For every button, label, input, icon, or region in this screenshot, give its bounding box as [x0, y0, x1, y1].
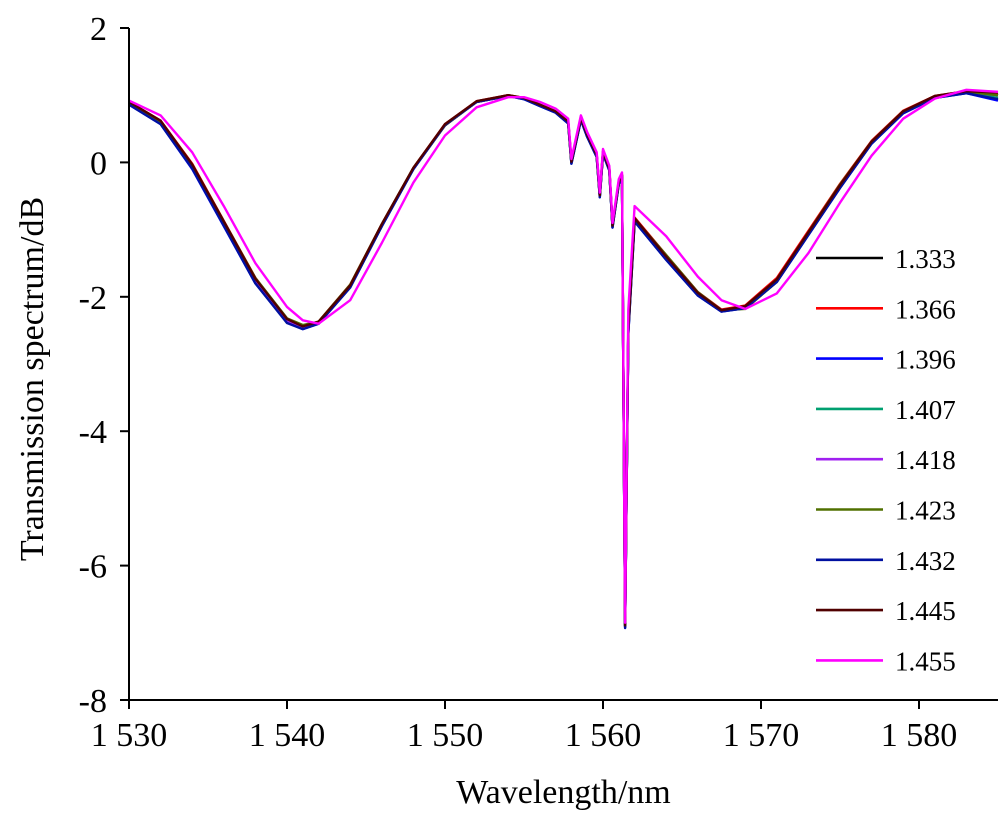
- legend-label-3: 1.396: [895, 345, 956, 375]
- series-lines: [128, 88, 999, 630]
- series-line-9: [128, 88, 999, 624]
- y-tick-label: -8: [79, 683, 107, 720]
- legend-label-7: 1.432: [895, 546, 956, 576]
- legend: 1.333 1.366 1.396 1.407 1.418 1.423 1.432 1.445…: [816, 244, 956, 676]
- legend-label-5: 1.418: [895, 445, 956, 475]
- y-tick-label: 2: [90, 11, 107, 48]
- legend-label-4: 1.407: [895, 395, 956, 425]
- legend-label-6: 1.423: [895, 496, 956, 526]
- tick-labels: 1 530 1 540 1 550 1 560 1 570 1 580 2 0 -2 -4 -6 -8: [79, 11, 958, 754]
- y-axis-title: Transmission spectrum/dB: [14, 197, 51, 561]
- legend-label-8: 1.445: [895, 596, 956, 626]
- x-tick-label: 1 580: [881, 717, 958, 754]
- y-tick-label: 0: [90, 145, 107, 182]
- series-line-3: [128, 92, 999, 629]
- x-tick-label: 1 570: [723, 717, 800, 754]
- tick-marks: [120, 27, 920, 709]
- y-tick-label: -2: [79, 280, 107, 317]
- legend-label-2: 1.366: [895, 294, 956, 324]
- x-axis-title: Wavelength/nm: [456, 774, 670, 811]
- x-tick-label: 1 540: [249, 717, 326, 754]
- x-tick-label: 1 560: [565, 717, 642, 754]
- x-tick-label: 1 530: [91, 717, 168, 754]
- legend-label-1: 1.333: [895, 244, 956, 274]
- x-tick-label: 1 550: [407, 717, 484, 754]
- series-line-7: [128, 92, 999, 630]
- y-tick-label: -4: [79, 414, 107, 451]
- axes: [128, 28, 998, 701]
- y-tick-label: -6: [79, 549, 107, 586]
- legend-label-9: 1.455: [895, 646, 956, 676]
